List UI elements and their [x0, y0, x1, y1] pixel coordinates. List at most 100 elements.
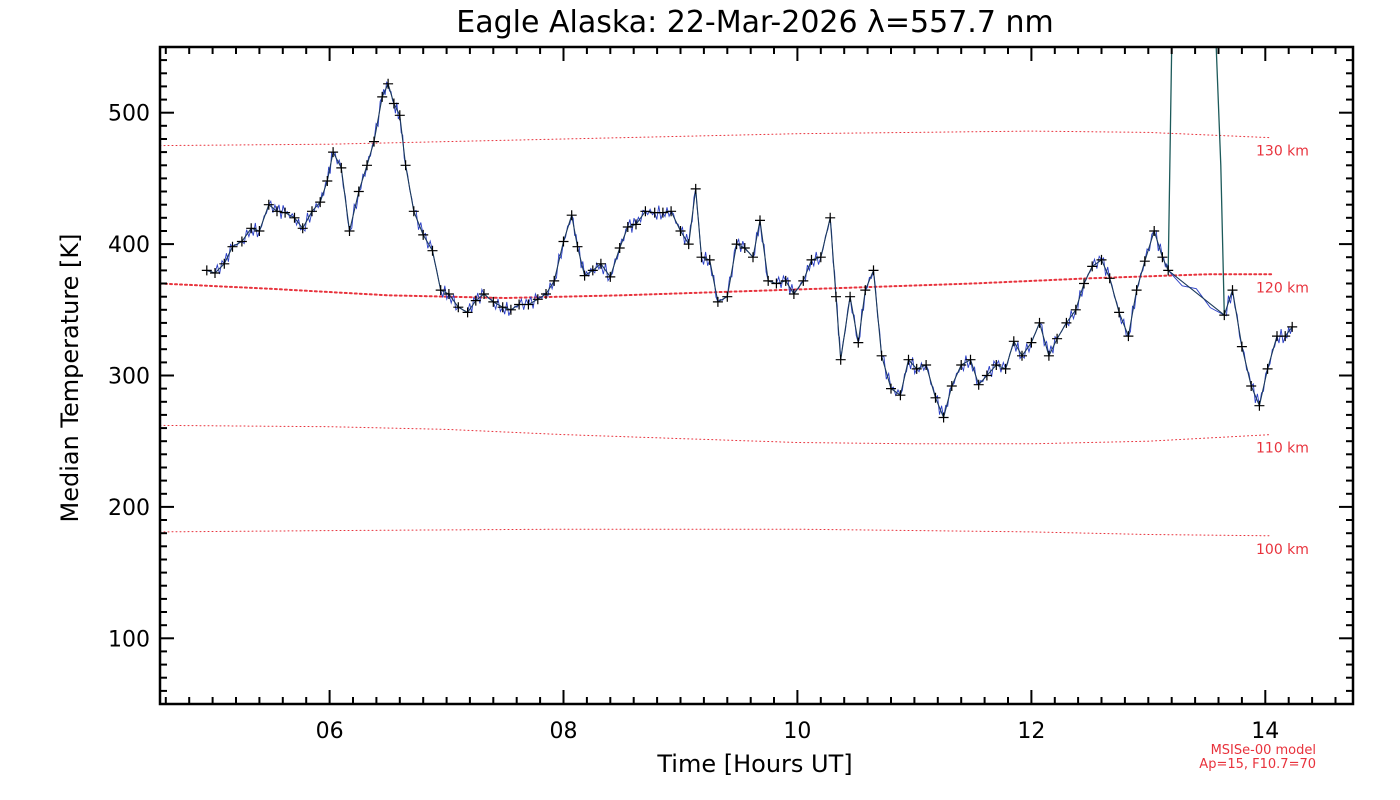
data-point: [263, 199, 274, 210]
data-point: [369, 136, 379, 147]
data-point: [388, 98, 399, 109]
data-point: [394, 110, 405, 121]
data-point: [297, 223, 308, 234]
data-point: [845, 291, 856, 302]
data-point: [479, 289, 489, 299]
data-point: [1246, 381, 1257, 391]
data-point: [911, 363, 922, 374]
data-point: [315, 197, 326, 208]
data-point: [1096, 254, 1107, 265]
data-point: [353, 186, 364, 197]
data-point: [1131, 285, 1142, 296]
x-tick-label: 12: [1017, 719, 1045, 744]
data-point: [1008, 336, 1019, 347]
data-point: [201, 265, 212, 276]
data-point: [1114, 307, 1125, 318]
data-point: [640, 206, 651, 217]
axis-ticks: [160, 46, 1353, 705]
data-point: [558, 236, 569, 247]
data-point: [853, 337, 864, 348]
data-point: [868, 265, 879, 276]
data-point: [763, 275, 774, 286]
data-point: [788, 289, 799, 299]
data-point: [362, 160, 372, 171]
data-point: [579, 270, 590, 281]
y-tick-label: 500: [108, 102, 150, 127]
y-axis-label: Median Temperature [K]: [56, 233, 84, 522]
data-point: [696, 252, 707, 263]
data-point: [605, 271, 616, 282]
data-point: [1043, 350, 1054, 361]
data-point: [1157, 252, 1168, 263]
data-point: [825, 212, 836, 223]
data-point: [587, 265, 598, 276]
data-point: [1061, 317, 1072, 328]
data-point: [876, 350, 887, 361]
model-note-line: MSISe-00 model: [1211, 743, 1316, 758]
data-point: [435, 285, 446, 296]
plot-frame: [158, 45, 1355, 706]
y-tick-label: 200: [108, 496, 150, 521]
data-point: [307, 206, 317, 217]
data-point: [1236, 341, 1247, 352]
data-point: [246, 223, 257, 234]
data-point: [344, 226, 355, 236]
x-axis-label: Time [Hours UT]: [656, 750, 852, 778]
data-point: [541, 289, 551, 299]
data-point: [1262, 363, 1273, 374]
data-point: [1149, 226, 1160, 236]
data-point: [1000, 363, 1011, 374]
data-point: [377, 91, 388, 102]
data-point: [973, 379, 984, 390]
data-point: [1026, 337, 1037, 348]
data-point: [622, 222, 633, 232]
data-point: [427, 245, 438, 256]
y-tick-label: 300: [108, 365, 150, 390]
data-point: [1123, 331, 1134, 342]
data-point: [523, 299, 534, 310]
data-point: [336, 162, 347, 173]
model-label-130-km: 130 km: [1256, 144, 1309, 160]
data-point: [1087, 261, 1098, 272]
data-point: [549, 275, 560, 286]
data-point: [418, 229, 429, 240]
data-point: [731, 239, 742, 250]
data-point: [675, 226, 686, 236]
data-point: [722, 291, 733, 302]
data-point: [771, 278, 782, 289]
data-point: [704, 254, 715, 265]
x-tick-label: 08: [550, 719, 578, 744]
data-point: [383, 78, 394, 89]
data-point: [453, 302, 464, 313]
data-point: [497, 302, 508, 313]
data-point: [965, 354, 976, 365]
data-point: [1163, 265, 1174, 276]
data-series: [201, 47, 1298, 423]
data-point: [806, 254, 817, 265]
data-point: [443, 289, 454, 299]
data-point: [748, 252, 758, 263]
data-point: [921, 360, 932, 370]
data-point: [1254, 400, 1265, 411]
data-point: [470, 295, 481, 306]
data-point: [683, 239, 694, 250]
data-point: [488, 296, 499, 307]
data-point: [739, 243, 750, 253]
model-curve-110-km: [160, 424, 1272, 445]
data-point: [280, 207, 291, 218]
data-point: [835, 354, 846, 365]
data-point: [328, 147, 339, 158]
data-point: [690, 183, 701, 194]
data-point: [505, 304, 516, 315]
model-label-110-km: 110 km: [1256, 441, 1309, 457]
data-point: [1017, 350, 1027, 361]
data-point: [1104, 273, 1115, 284]
data-point: [886, 383, 896, 394]
data-point: [210, 268, 220, 278]
data-point: [930, 392, 941, 403]
data-point: [1070, 304, 1081, 315]
data-point: [1280, 331, 1291, 342]
data-point: [780, 275, 791, 286]
